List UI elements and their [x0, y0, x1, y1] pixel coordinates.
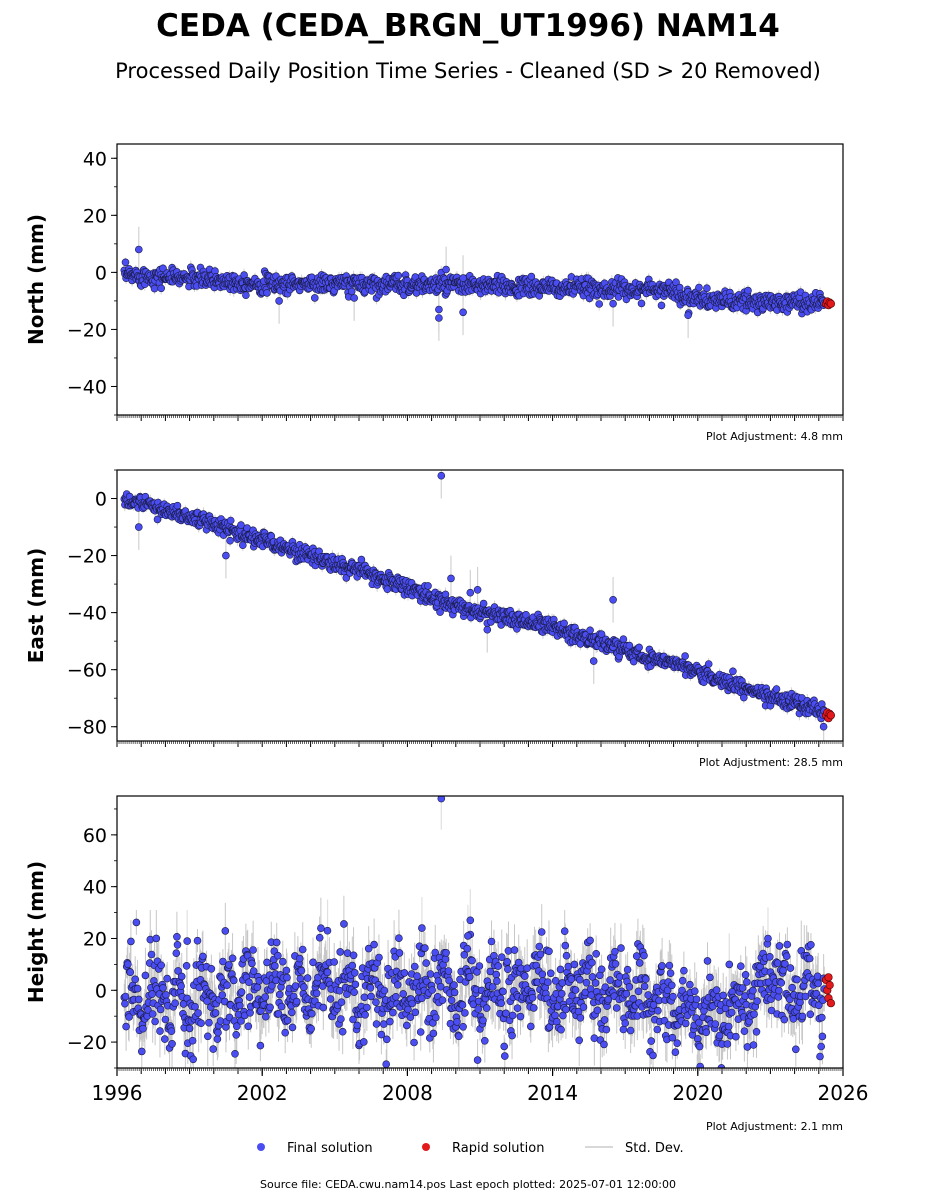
y-tick-label: −20: [67, 319, 107, 341]
final-point: [173, 501, 182, 510]
final-point: [153, 515, 162, 524]
final-point: [459, 274, 467, 282]
final-point: [442, 265, 450, 274]
final-point: [595, 300, 604, 308]
stddev-bars: [123, 470, 825, 741]
final-point: [435, 314, 443, 322]
final-point: [135, 245, 143, 254]
final-point: [695, 283, 703, 292]
final-point: [657, 301, 666, 310]
y-tick-label: 20: [83, 205, 107, 227]
final-point: [150, 284, 159, 293]
final-point: [704, 660, 713, 668]
final-point: [703, 284, 711, 293]
final-point: [479, 599, 488, 608]
final-point: [263, 289, 271, 297]
final-point: [157, 284, 165, 293]
final-point: [275, 297, 283, 305]
final-point: [436, 608, 444, 616]
plot-adjustment-note: Plot Adjustment: 4.8 mm: [706, 430, 843, 443]
final-point: [635, 643, 643, 652]
panel-plot-area: [120, 226, 836, 341]
rapid-point: [826, 299, 836, 308]
y-tick-label: 40: [83, 148, 107, 170]
y-axis: −40 −20 0 20 40: [67, 148, 117, 416]
final-point: [237, 521, 245, 529]
final-point: [637, 299, 646, 308]
final-point: [772, 685, 781, 693]
figure-subtitle: Processed Daily Position Time Series - C…: [115, 59, 821, 83]
final-point: [350, 294, 359, 302]
final-point: [357, 555, 366, 564]
final-point: [744, 286, 752, 295]
final-point: [226, 536, 234, 545]
x-axis: [116, 415, 844, 421]
final-point: [226, 516, 235, 525]
panel-1: −40 −20 0 20 40 North (mm) Plot Adjustment: 4.…: [24, 143, 844, 443]
final-point: [625, 641, 634, 650]
y-axis-label: North (mm): [24, 214, 48, 345]
figure-title: CEDA (CEDA_BRGN_UT1996) NAM14: [156, 8, 780, 44]
final-point: [159, 264, 167, 273]
final-point: [435, 305, 443, 314]
final-point: [609, 299, 617, 308]
final-point: [347, 287, 356, 296]
final-point: [672, 278, 680, 287]
final-point: [729, 667, 737, 676]
final-solution-points: [120, 471, 829, 731]
final-point: [684, 311, 692, 320]
final-solution-points: [120, 245, 829, 322]
final-point: [681, 652, 689, 660]
chart-panels: −40 −20 0 20 40 North (mm) Plot Adjustment: 4.…: [24, 143, 868, 1133]
final-point: [242, 291, 250, 300]
final-point: [586, 626, 594, 635]
rapid-solution-points: [821, 297, 836, 310]
final-point: [121, 258, 130, 267]
final-point: [619, 635, 628, 644]
y-tick-label: −40: [67, 376, 107, 398]
panel-plot-area: [120, 470, 836, 741]
final-point: [560, 619, 568, 628]
final-point: [239, 541, 247, 550]
final-point: [424, 582, 432, 590]
final-point: [394, 271, 403, 280]
y-tick-label: 0: [95, 262, 107, 284]
final-point: [459, 308, 467, 317]
final-point: [310, 294, 319, 302]
